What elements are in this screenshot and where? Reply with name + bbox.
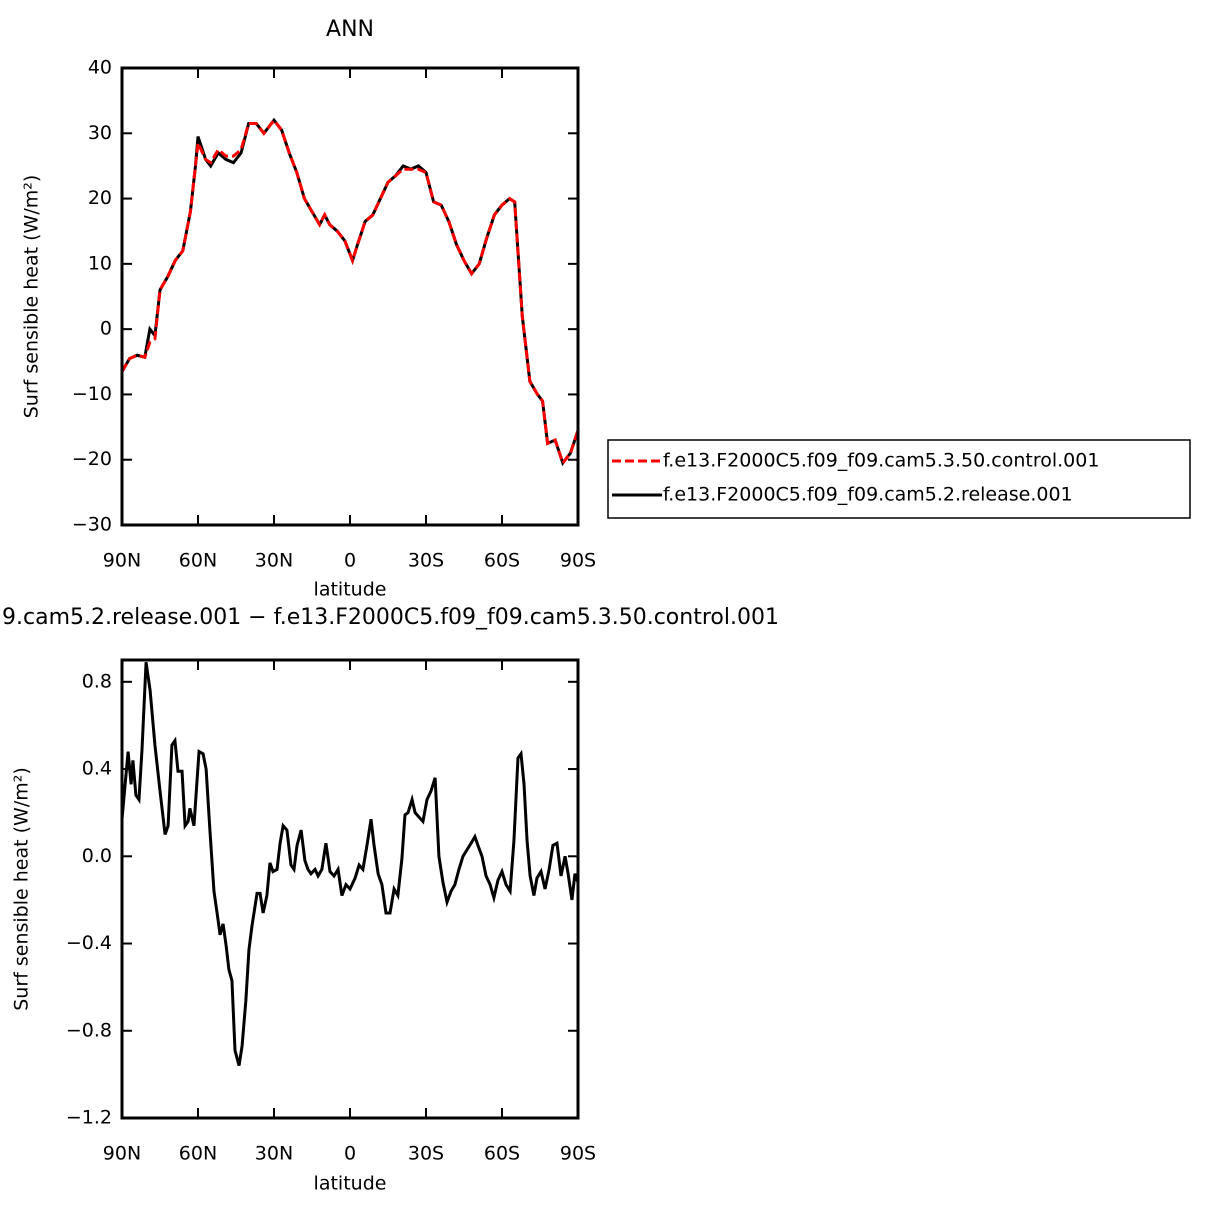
x-tick-label: 0 bbox=[344, 1143, 356, 1165]
data-line bbox=[120, 661, 580, 1067]
plot-frame bbox=[120, 66, 580, 527]
plot-frame bbox=[120, 658, 580, 1120]
y-tick-label: −30 bbox=[72, 514, 112, 536]
x-tick-label: 60N bbox=[179, 1143, 217, 1165]
x-tick-label: 0 bbox=[344, 550, 356, 572]
y-tick-label: 10 bbox=[88, 252, 112, 274]
y-tick-label: 0.4 bbox=[82, 758, 112, 780]
y-tick-label: −10 bbox=[72, 383, 112, 405]
y-tick-label: −0.4 bbox=[66, 932, 112, 954]
y-axis-label: Surf sensible heat (W/m²) bbox=[11, 767, 33, 1011]
legend-label: f.e13.F2000C5.f09_f09.cam5.2.release.001 bbox=[663, 484, 1073, 506]
y-tick-label: −0.8 bbox=[66, 1019, 112, 1041]
y-tick-label: 0 bbox=[100, 318, 112, 340]
y-tick-label: 40 bbox=[88, 57, 112, 79]
x-axis-label: latitude bbox=[314, 579, 387, 601]
x-tick-label: 90S bbox=[560, 1143, 596, 1165]
x-tick-label: 30N bbox=[255, 1143, 293, 1165]
x-tick-label: 60N bbox=[179, 550, 217, 572]
y-tick-label: −20 bbox=[72, 448, 112, 470]
chart-title: ANN bbox=[326, 17, 374, 42]
x-tick-label: 30S bbox=[408, 550, 444, 572]
y-tick-label: 0.0 bbox=[82, 845, 112, 867]
x-tick-label: 90S bbox=[560, 550, 596, 572]
x-tick-label: 60S bbox=[484, 1143, 520, 1165]
x-tick-label: 30S bbox=[408, 1143, 444, 1165]
x-tick-label: 90N bbox=[103, 550, 141, 572]
x-tick-label: 90N bbox=[103, 1143, 141, 1165]
data-line bbox=[120, 117, 580, 467]
x-tick-label: 30N bbox=[255, 550, 293, 572]
legend-label: f.e13.F2000C5.f09_f09.cam5.3.50.control.… bbox=[663, 450, 1099, 472]
chart-title: 9.cam5.2.release.001 − f.e13.F2000C5.f09… bbox=[2, 605, 779, 630]
y-tick-label: 20 bbox=[88, 187, 112, 209]
x-tick-label: 60S bbox=[484, 550, 520, 572]
x-axis-label: latitude bbox=[314, 1173, 387, 1195]
y-axis-label: Surf sensible heat (W/m²) bbox=[21, 175, 43, 419]
data-line bbox=[120, 117, 580, 467]
y-tick-label: −1.2 bbox=[66, 1107, 112, 1129]
legend-box bbox=[607, 439, 1191, 519]
y-tick-label: 30 bbox=[88, 122, 112, 144]
y-tick-label: 0.8 bbox=[82, 670, 112, 692]
